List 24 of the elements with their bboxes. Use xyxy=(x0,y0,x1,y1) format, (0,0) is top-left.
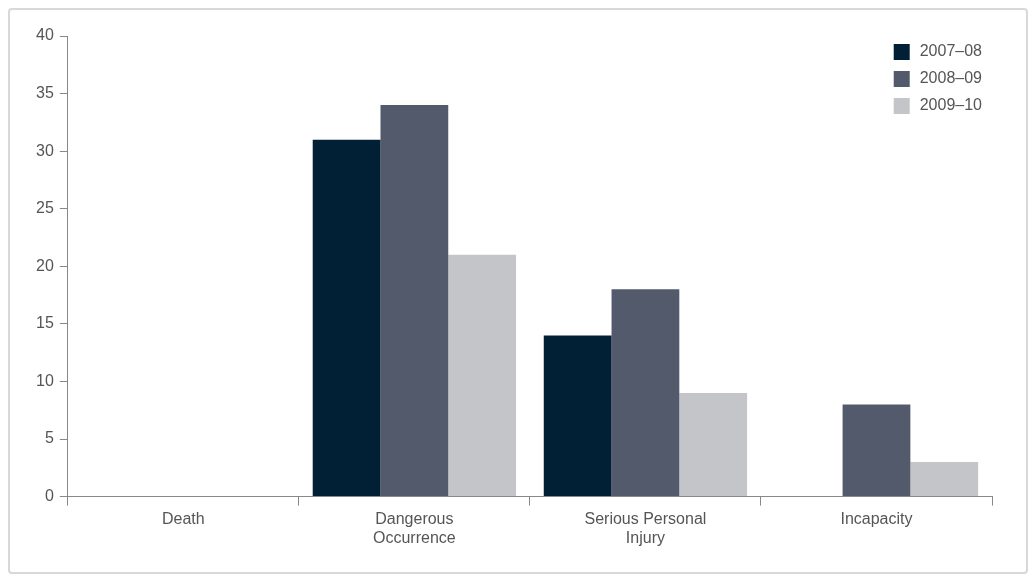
y-tick-label: 0 xyxy=(44,487,54,505)
bar xyxy=(380,105,449,497)
y-tick-label: 20 xyxy=(36,256,54,274)
bar xyxy=(842,404,911,497)
y-tick-label: 25 xyxy=(36,199,54,217)
y-tick-label: 5 xyxy=(44,429,54,447)
y-tick-label: 40 xyxy=(36,26,54,44)
y-tick-label: 10 xyxy=(36,371,54,389)
y-tick-label: 15 xyxy=(36,314,54,332)
legend-label: 2009–10 xyxy=(919,96,983,114)
bar xyxy=(448,254,517,497)
bar xyxy=(543,335,612,497)
y-tick-label: 35 xyxy=(36,83,54,101)
bar xyxy=(679,392,748,497)
legend-label: 2007–08 xyxy=(919,42,983,60)
legend-label: 2008–09 xyxy=(919,69,983,87)
x-tick-label: Death xyxy=(161,509,205,527)
bar xyxy=(910,462,979,497)
bar xyxy=(312,139,381,497)
bar xyxy=(611,289,680,497)
x-tick-label: Incapacity xyxy=(840,509,913,527)
x-tick-label: Dangerous Occurrence xyxy=(373,509,456,546)
y-tick-label: 30 xyxy=(36,141,54,159)
x-tick-label: Serious Personal Injury xyxy=(584,509,707,546)
